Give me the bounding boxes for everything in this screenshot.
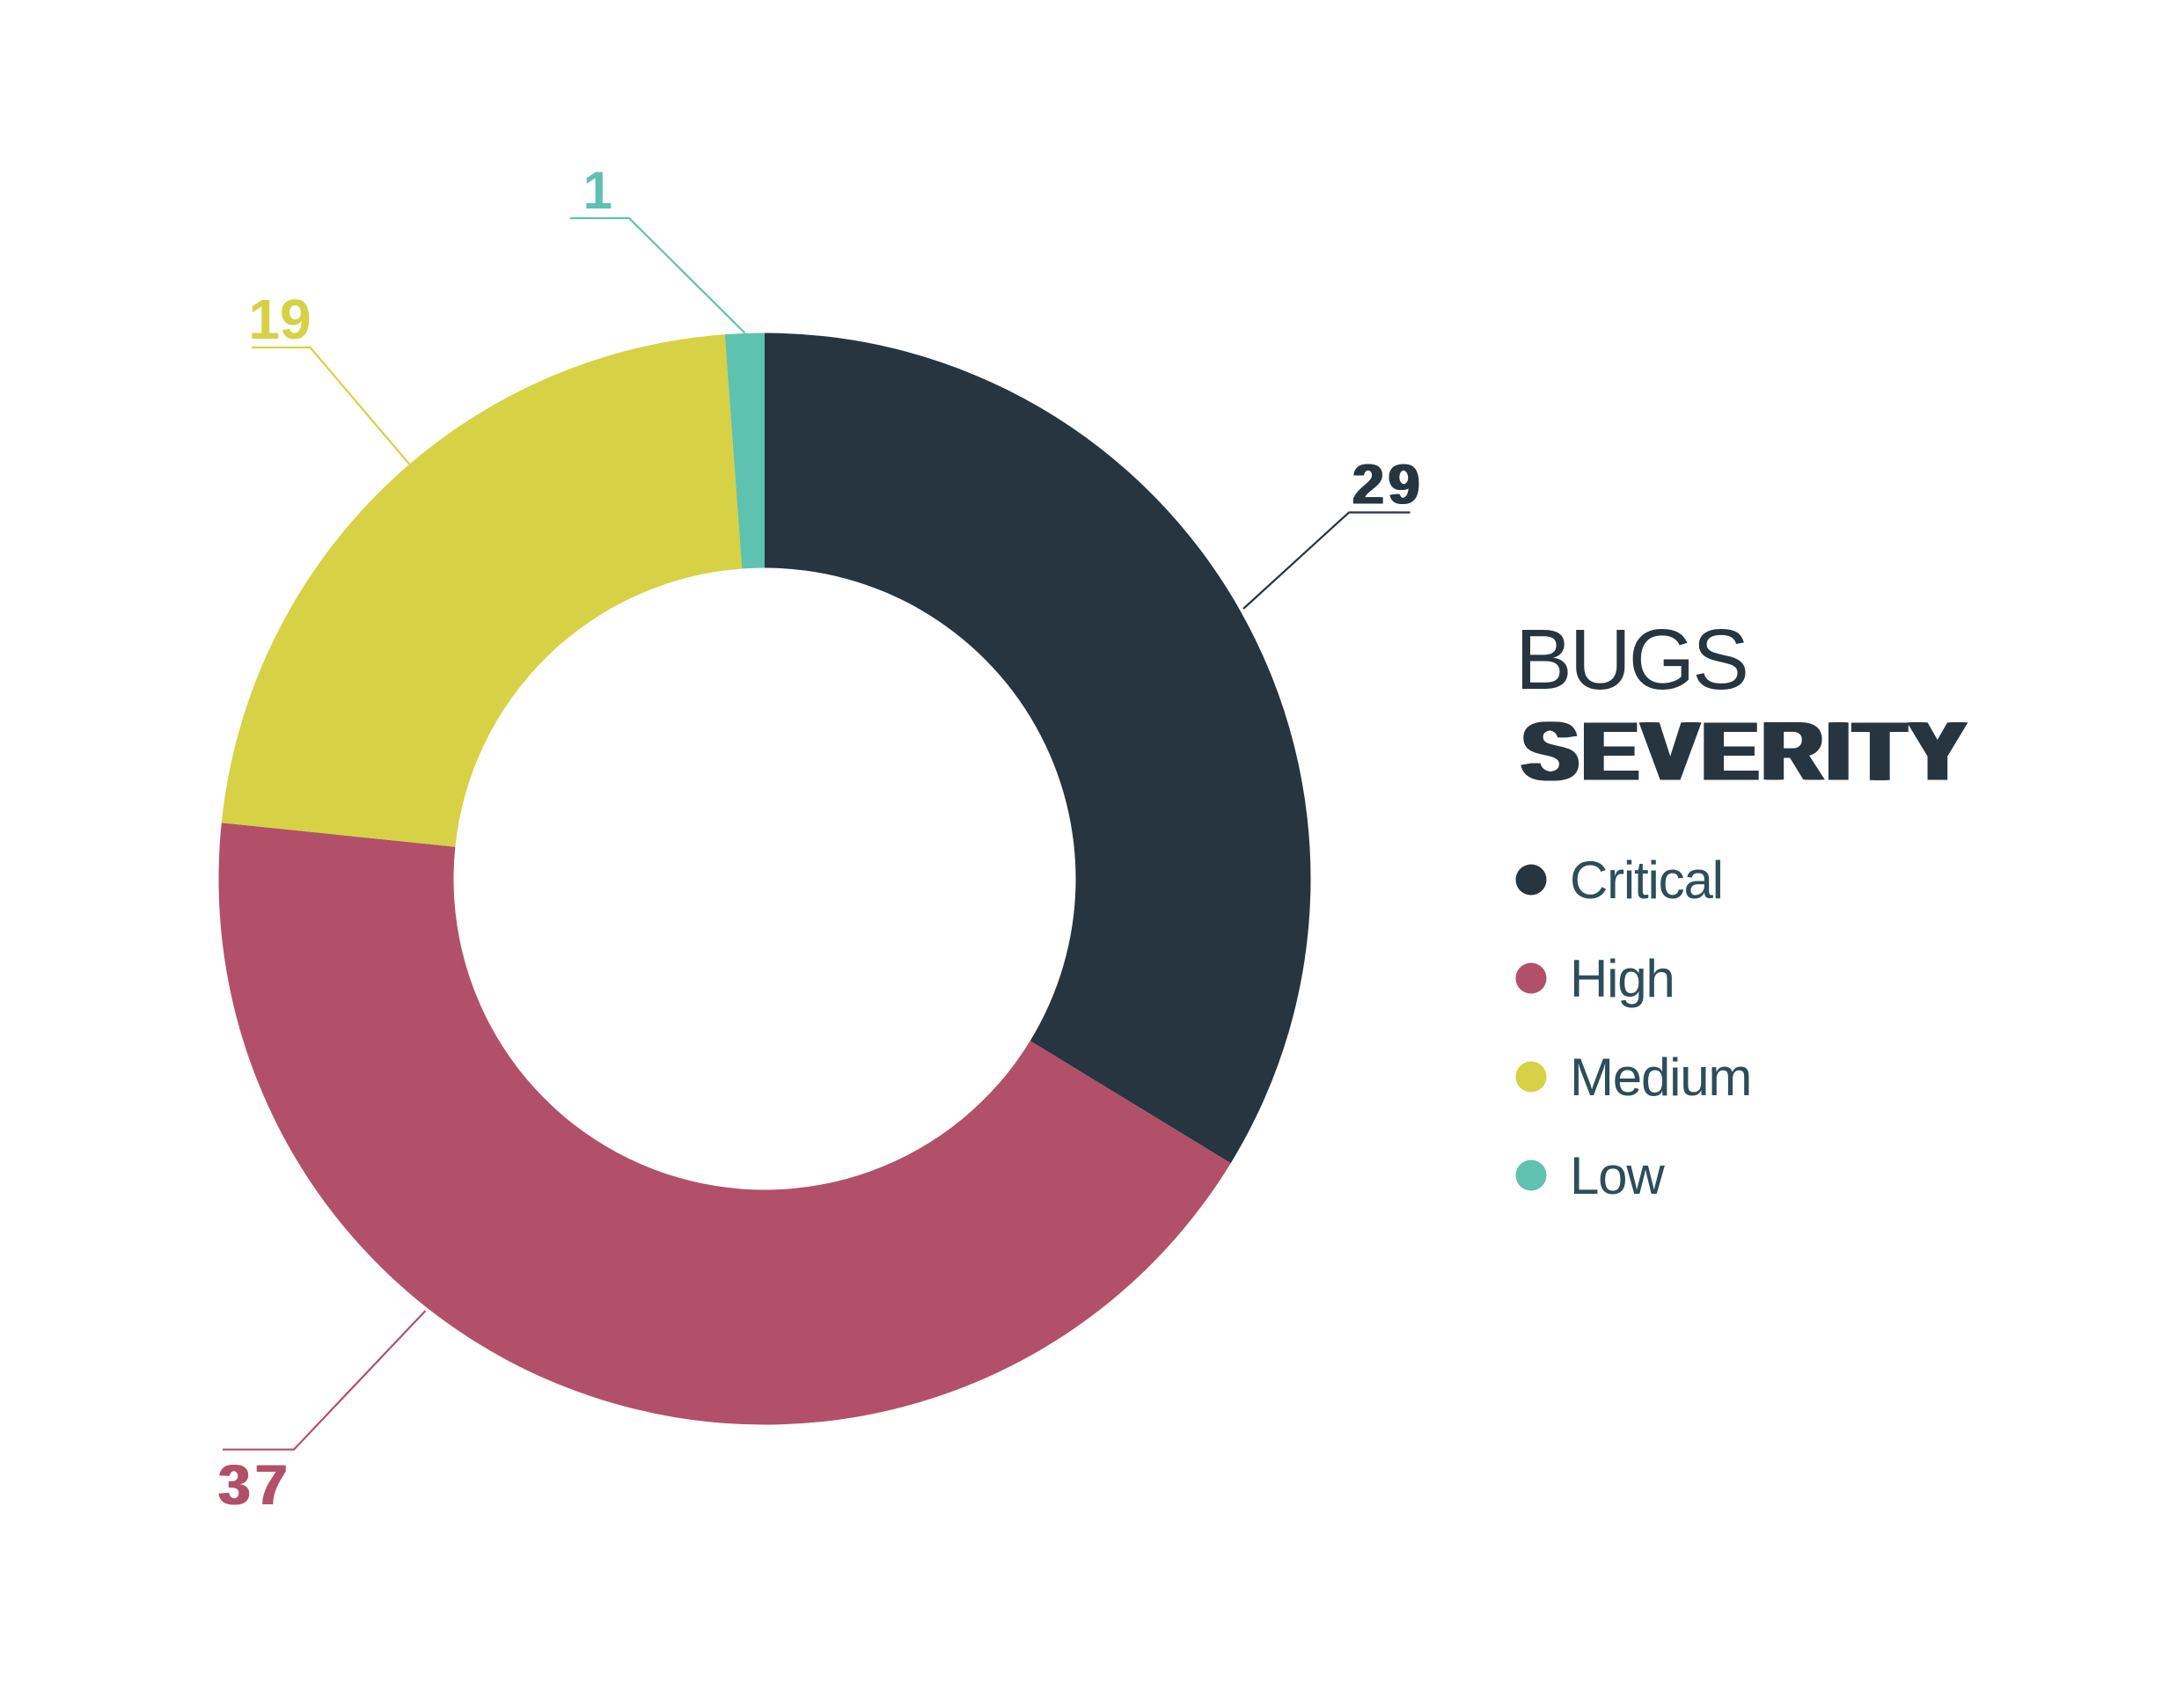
svg-text:BUGS: BUGS bbox=[1515, 611, 1747, 707]
svg-text:29: 29 bbox=[1354, 453, 1425, 516]
svg-text:SEVERITY: SEVERITY bbox=[1519, 706, 1966, 799]
svg-text:Low: Low bbox=[1570, 1146, 1665, 1205]
svg-text:19: 19 bbox=[248, 288, 311, 351]
svg-text:SEVERITY: SEVERITY bbox=[1522, 706, 1969, 799]
svg-text:SEVERITY: SEVERITY bbox=[1527, 706, 1974, 799]
svg-text:29: 29 bbox=[1352, 453, 1423, 516]
svg-text:37: 37 bbox=[219, 1453, 293, 1517]
svg-text:SEVERITY: SEVERITY bbox=[1521, 706, 1968, 799]
svg-text:37: 37 bbox=[217, 1453, 291, 1517]
svg-text:High: High bbox=[1570, 949, 1675, 1008]
svg-text:Critical: Critical bbox=[1570, 851, 1723, 910]
svg-text:29: 29 bbox=[1352, 453, 1424, 516]
svg-text:SEVERITY: SEVERITY bbox=[1524, 706, 1971, 799]
svg-text:37: 37 bbox=[220, 1453, 294, 1517]
svg-text:1: 1 bbox=[583, 161, 612, 220]
svg-text:Medium: Medium bbox=[1570, 1048, 1751, 1107]
